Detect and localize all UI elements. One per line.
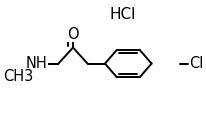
- Text: Cl: Cl: [188, 56, 203, 71]
- Text: CH3: CH3: [4, 69, 34, 84]
- Text: HCl: HCl: [109, 7, 135, 22]
- Text: NH: NH: [25, 56, 47, 71]
- Text: O: O: [67, 27, 78, 42]
